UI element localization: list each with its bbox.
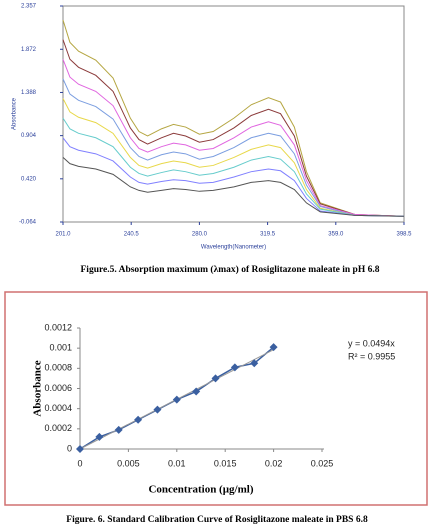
figure-caption: Figure.5. Absorption maximum (λmax) of R…: [81, 264, 380, 275]
data-point: [95, 432, 104, 441]
series-line: [62, 78, 405, 217]
x-tick-label: 0.01: [168, 458, 186, 468]
x-tick-label: 0.025: [311, 458, 334, 468]
data-point: [134, 415, 143, 424]
x-tick-label: 280.0: [192, 232, 208, 238]
data-point: [192, 387, 201, 396]
y-axis-label: Absorbance: [32, 360, 44, 416]
y-tick-label: 0.0004: [44, 403, 72, 413]
plot-frame: [62, 5, 405, 223]
x-tick-label: 240.5: [124, 232, 140, 238]
y-tick-label: 0.001: [49, 343, 72, 353]
series-line: [62, 157, 405, 217]
data-point: [172, 395, 181, 404]
data-point: [76, 445, 84, 453]
annotation: y = 0.0494x: [348, 338, 395, 348]
y-tick-label: 0.0012: [44, 322, 72, 332]
series-line: [62, 19, 405, 217]
y-tick-label: 1.872: [21, 47, 37, 53]
x-tick-label: 319.5: [260, 232, 276, 238]
x-tick-label: 0.02: [265, 458, 283, 468]
x-tick-label: 201.0: [55, 232, 71, 238]
chart-frame: [4, 291, 428, 506]
y-tick-label: 0.0006: [44, 383, 72, 393]
y-tick-label: 2.357: [21, 4, 37, 10]
x-tick-label: 0.015: [214, 458, 237, 468]
x-tick-label: 359.0: [328, 232, 344, 238]
data-point: [153, 405, 162, 414]
data-point: [230, 363, 239, 372]
series-line: [62, 59, 405, 217]
y-tick-label: 1.388: [21, 90, 37, 96]
series-line: [62, 137, 405, 217]
y-tick-label: 0.0002: [44, 423, 72, 433]
x-axis-label: Concentration (µg/ml): [148, 484, 253, 496]
y-tick-label: -0.064: [19, 220, 37, 226]
y-tick-label: 0: [67, 443, 72, 453]
y-tick-label: 0.0008: [44, 363, 72, 373]
y-axis-label: Absorbance: [12, 97, 18, 130]
series-line: [62, 98, 405, 217]
series-line: [62, 117, 405, 217]
y-tick-label: 0.904: [21, 133, 37, 139]
x-tick-label: 0: [77, 458, 82, 468]
annotation: R² = 0.9955: [348, 351, 395, 361]
x-axis-label: Wavelength(Nanometer): [201, 245, 266, 251]
series-line: [62, 39, 405, 217]
x-tick-label: 0.005: [117, 458, 140, 468]
data-point: [211, 374, 220, 383]
figure-caption: Figure. 6. Standard Calibration Curve of…: [66, 515, 368, 525]
y-tick-label: 0.420: [21, 176, 37, 182]
data-point: [114, 425, 123, 434]
x-tick-label: 398.5: [396, 232, 412, 238]
data-point: [250, 359, 259, 368]
data-point: [269, 343, 278, 352]
